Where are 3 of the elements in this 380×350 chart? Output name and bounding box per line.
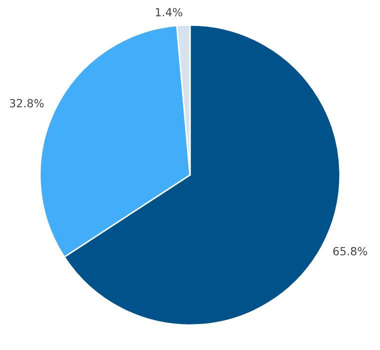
data-label: 32.8% [10, 99, 44, 108]
data-label: 1.4% [156, 8, 182, 16]
data-label: 65.8% [333, 246, 368, 256]
